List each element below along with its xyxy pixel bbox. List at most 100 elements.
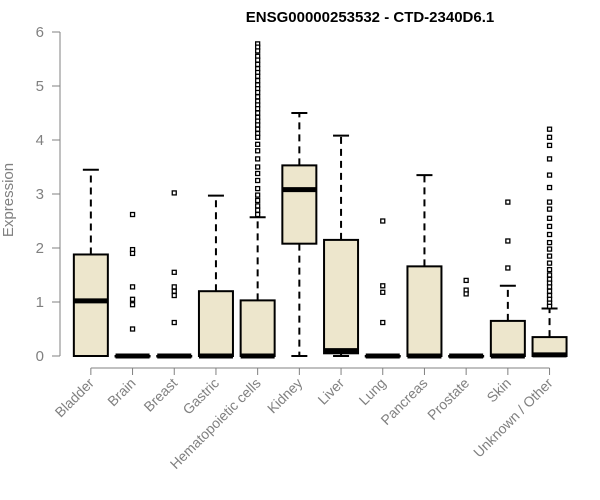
outlier-11-3 xyxy=(546,156,553,162)
outlier-2-0 xyxy=(171,190,177,196)
box-6 xyxy=(323,134,360,357)
outlier-7-3 xyxy=(380,319,386,326)
x-tick-label-11: Unknown / Other xyxy=(470,375,556,461)
outlier-11-12 xyxy=(546,246,553,252)
outlier-11-1 xyxy=(546,134,553,140)
box-rect-5 xyxy=(281,164,318,245)
outlier-1-2 xyxy=(129,250,136,257)
y-axis-title: Expression xyxy=(0,163,17,237)
box-rect-3 xyxy=(197,290,234,358)
box-7 xyxy=(364,218,401,359)
outlier-4-25 xyxy=(254,148,261,154)
box-5 xyxy=(281,112,318,357)
outlier-4-32 xyxy=(254,197,261,204)
x-tick-label-10: Skin xyxy=(483,375,514,406)
outlier-4-35 xyxy=(254,211,261,218)
outlier-11-24 xyxy=(546,303,553,309)
chart-title: ENSG00000253532 - CTD-2340D6.1 xyxy=(246,9,494,26)
outlier-11-7 xyxy=(546,206,553,212)
outlier-4-20 xyxy=(254,122,261,128)
outlier-11-14 xyxy=(546,260,553,266)
outlier-11-6 xyxy=(546,199,553,205)
x-tick-label-6: Liver xyxy=(314,375,347,408)
outlier-4-28 xyxy=(254,170,261,177)
box-4 xyxy=(239,41,276,359)
outlier-1-5 xyxy=(129,302,136,308)
box-0 xyxy=(72,168,109,357)
x-tick-label-1: Brain xyxy=(104,375,138,409)
outlier-2-2 xyxy=(171,284,177,290)
x-tick-label-9: Prostate xyxy=(424,375,472,423)
outlier-11-16 xyxy=(546,272,553,278)
outlier-9-0 xyxy=(463,277,469,284)
outlier-4-30 xyxy=(254,185,261,192)
outlier-11-4 xyxy=(546,172,553,178)
outlier-2-1 xyxy=(171,269,177,275)
outlier-1-0 xyxy=(129,211,136,218)
y-tick-label-2: 2 xyxy=(36,240,44,257)
outlier-11-10 xyxy=(546,231,553,238)
outlier-4-4 xyxy=(254,57,261,63)
outlier-7-1 xyxy=(380,283,386,289)
outlier-4-2 xyxy=(254,48,261,54)
outlier-11-13 xyxy=(546,253,553,259)
outlier-4-8 xyxy=(254,73,261,79)
outlier-4-23 xyxy=(254,134,261,140)
box-3 xyxy=(197,194,234,359)
outlier-4-16 xyxy=(254,106,261,112)
box-rect-10 xyxy=(489,319,526,357)
outlier-11-2 xyxy=(546,142,553,149)
outlier-1-6 xyxy=(129,326,136,332)
outlier-11-11 xyxy=(546,239,553,246)
outlier-4-13 xyxy=(254,94,261,100)
box-2 xyxy=(156,190,193,359)
outlier-10-1 xyxy=(505,238,511,244)
y-tick-label-1: 1 xyxy=(36,294,44,311)
box-rect-8 xyxy=(406,265,443,357)
outlier-1-4 xyxy=(129,296,136,302)
outlier-4-27 xyxy=(254,164,261,170)
box-rect-4 xyxy=(239,299,276,358)
outlier-2-5 xyxy=(171,319,177,326)
outlier-11-8 xyxy=(546,215,553,221)
outlier-7-2 xyxy=(380,289,386,295)
y-tick-label-6: 6 xyxy=(36,24,44,41)
outlier-4-33 xyxy=(254,203,261,209)
outlier-11-20 xyxy=(546,288,553,294)
box-8 xyxy=(406,174,443,359)
outlier-11-5 xyxy=(546,184,553,191)
outlier-4-34 xyxy=(254,207,261,213)
outlier-4-5 xyxy=(254,61,261,68)
outlier-4-9 xyxy=(254,77,261,84)
outlier-4-29 xyxy=(254,177,261,184)
x-tick-label-2: Breast xyxy=(140,375,180,415)
outlier-4-12 xyxy=(254,89,261,96)
outlier-9-2 xyxy=(463,291,469,297)
outlier-11-19 xyxy=(546,284,553,290)
outlier-4-21 xyxy=(254,126,261,132)
outlier-2-3 xyxy=(171,288,177,294)
outlier-11-0 xyxy=(546,126,553,132)
box-1 xyxy=(114,211,151,359)
outlier-4-31 xyxy=(254,192,261,198)
outlier-2-4 xyxy=(171,292,177,299)
y-tick-label-5: 5 xyxy=(36,78,44,95)
outlier-7-0 xyxy=(380,218,386,224)
y-tick-label-0: 0 xyxy=(36,348,44,365)
x-tick-label-0: Bladder xyxy=(52,375,98,421)
box-11 xyxy=(531,126,568,358)
outlier-4-26 xyxy=(254,156,261,162)
box-rect-0 xyxy=(72,253,109,357)
x-tick-label-7: Lung xyxy=(356,375,389,408)
box-rect-6 xyxy=(323,238,360,355)
x-tick-label-5: Kidney xyxy=(264,375,306,417)
outlier-11-15 xyxy=(546,266,553,273)
outlier-10-0 xyxy=(505,199,511,205)
outlier-1-3 xyxy=(129,284,136,290)
y-tick-label-3: 3 xyxy=(36,186,44,203)
plot-area xyxy=(72,41,568,359)
y-axis: 0 1 2 3 4 5 6 xyxy=(36,24,61,365)
box-10 xyxy=(489,199,526,359)
